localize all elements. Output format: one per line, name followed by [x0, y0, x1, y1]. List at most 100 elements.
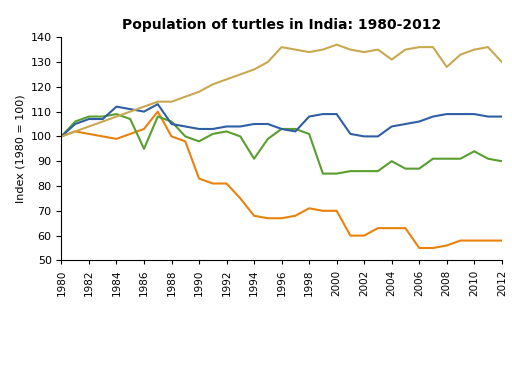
- Y-axis label: Index (1980 = 100): Index (1980 = 100): [15, 94, 25, 203]
- Line: Leatherback Turtles (19): Leatherback Turtles (19): [61, 112, 502, 248]
- Green Turtles (38): [72, 119, 78, 124]
- All species (111): [155, 102, 161, 106]
- Leatherback Turtles (19): [86, 132, 92, 136]
- Green Turtles (38): [100, 114, 106, 119]
- Green Turtles (38): [86, 114, 92, 119]
- Leatherback Turtles (19): [347, 233, 353, 238]
- Green Turtles (38): [279, 127, 285, 131]
- All species (111): [443, 112, 450, 116]
- Leatherback Turtles (19): [292, 214, 298, 218]
- Leatherback Turtles (19): [375, 226, 381, 230]
- Leatherback Turtles (19): [72, 129, 78, 134]
- Green Turtles (38): [402, 166, 409, 171]
- All species (111): [361, 134, 367, 139]
- Olive Ridley Turtles (20): [361, 50, 367, 54]
- All species (111): [402, 122, 409, 126]
- Leatherback Turtles (19): [471, 238, 477, 243]
- Leatherback Turtles (19): [237, 196, 243, 201]
- Green Turtles (38): [58, 134, 65, 139]
- Leatherback Turtles (19): [279, 216, 285, 221]
- Green Turtles (38): [443, 157, 450, 161]
- All species (111): [457, 112, 463, 116]
- Green Turtles (38): [265, 137, 271, 141]
- Olive Ridley Turtles (20): [416, 45, 422, 49]
- Leatherback Turtles (19): [100, 134, 106, 139]
- All species (111): [127, 107, 133, 111]
- All species (111): [100, 117, 106, 121]
- Olive Ridley Turtles (20): [86, 124, 92, 129]
- Green Turtles (38): [141, 147, 147, 151]
- Green Turtles (38): [416, 166, 422, 171]
- Green Turtles (38): [196, 139, 202, 144]
- Leatherback Turtles (19): [402, 226, 409, 230]
- Olive Ridley Turtles (20): [155, 99, 161, 104]
- Olive Ridley Turtles (20): [292, 47, 298, 52]
- Olive Ridley Turtles (20): [237, 72, 243, 77]
- Green Turtles (38): [499, 159, 505, 163]
- Olive Ridley Turtles (20): [210, 82, 216, 87]
- Green Turtles (38): [237, 134, 243, 139]
- Olive Ridley Turtles (20): [251, 67, 257, 72]
- Olive Ridley Turtles (20): [402, 47, 409, 52]
- Leatherback Turtles (19): [320, 209, 326, 213]
- Olive Ridley Turtles (20): [127, 109, 133, 114]
- Leatherback Turtles (19): [127, 132, 133, 136]
- Green Turtles (38): [485, 157, 491, 161]
- Green Turtles (38): [292, 127, 298, 131]
- Green Turtles (38): [223, 129, 229, 134]
- All species (111): [141, 109, 147, 114]
- Olive Ridley Turtles (20): [58, 134, 65, 139]
- Olive Ridley Turtles (20): [347, 47, 353, 52]
- All species (111): [265, 122, 271, 126]
- All species (111): [72, 122, 78, 126]
- Green Turtles (38): [113, 112, 119, 116]
- All species (111): [113, 105, 119, 109]
- Green Turtles (38): [457, 157, 463, 161]
- Green Turtles (38): [430, 157, 436, 161]
- Leatherback Turtles (19): [361, 233, 367, 238]
- Leatherback Turtles (19): [430, 246, 436, 250]
- All species (111): [182, 124, 188, 129]
- Green Turtles (38): [471, 149, 477, 154]
- Green Turtles (38): [155, 114, 161, 119]
- Leatherback Turtles (19): [457, 238, 463, 243]
- All species (111): [333, 112, 339, 116]
- All species (111): [375, 134, 381, 139]
- Leatherback Turtles (19): [443, 243, 450, 248]
- Green Turtles (38): [210, 132, 216, 136]
- Line: Green Turtles (38): Green Turtles (38): [61, 114, 502, 174]
- Leatherback Turtles (19): [333, 209, 339, 213]
- Green Turtles (38): [361, 169, 367, 173]
- All species (111): [292, 129, 298, 134]
- Green Turtles (38): [320, 171, 326, 176]
- Title: Population of turtles in India: 1980-2012: Population of turtles in India: 1980-201…: [122, 18, 441, 32]
- Leatherback Turtles (19): [389, 226, 395, 230]
- Leatherback Turtles (19): [306, 206, 312, 211]
- Olive Ridley Turtles (20): [168, 99, 175, 104]
- Green Turtles (38): [306, 132, 312, 136]
- All species (111): [347, 132, 353, 136]
- All species (111): [389, 124, 395, 129]
- Olive Ridley Turtles (20): [471, 47, 477, 52]
- Olive Ridley Turtles (20): [265, 60, 271, 64]
- Olive Ridley Turtles (20): [430, 45, 436, 49]
- Leatherback Turtles (19): [168, 134, 175, 139]
- Green Turtles (38): [182, 134, 188, 139]
- All species (111): [168, 122, 175, 126]
- Olive Ridley Turtles (20): [389, 57, 395, 62]
- Leatherback Turtles (19): [58, 134, 65, 139]
- Leatherback Turtles (19): [196, 176, 202, 181]
- All species (111): [416, 119, 422, 124]
- All species (111): [306, 114, 312, 119]
- Olive Ridley Turtles (20): [333, 42, 339, 47]
- All species (111): [430, 114, 436, 119]
- Olive Ridley Turtles (20): [375, 47, 381, 52]
- Green Turtles (38): [375, 169, 381, 173]
- All species (111): [196, 127, 202, 131]
- Olive Ridley Turtles (20): [320, 47, 326, 52]
- Leatherback Turtles (19): [251, 214, 257, 218]
- Olive Ridley Turtles (20): [457, 52, 463, 57]
- Olive Ridley Turtles (20): [485, 45, 491, 49]
- Olive Ridley Turtles (20): [443, 65, 450, 69]
- All species (111): [86, 117, 92, 121]
